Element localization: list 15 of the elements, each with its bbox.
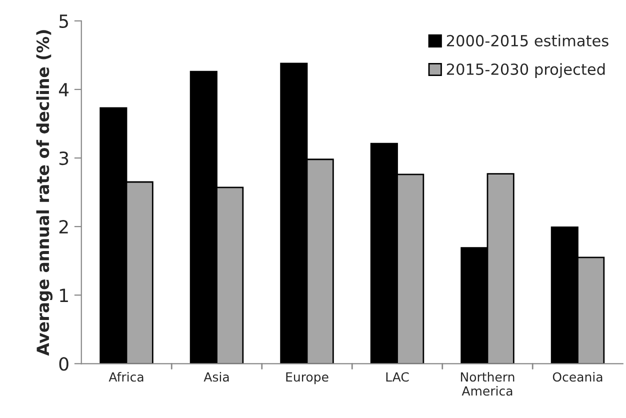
y-tick-label: 2 bbox=[59, 220, 68, 234]
y-tick-label: 0 bbox=[59, 357, 68, 371]
x-tick-label: Africa bbox=[108, 372, 144, 382]
y-tick-label: 5 bbox=[59, 14, 68, 28]
legend-label: 2000-2015 estimates bbox=[446, 34, 608, 46]
y-tick-label: 4 bbox=[58, 83, 69, 96]
x-tick-label: LAC bbox=[386, 372, 409, 382]
x-tick-label: Europe bbox=[286, 372, 328, 384]
y-axis-title: Average annual rate of decline (%) bbox=[36, 30, 53, 356]
y-tick-label: 1 bbox=[60, 288, 68, 302]
legend-label: 2015-2030 projected bbox=[446, 63, 605, 78]
x-tick-label: Northern America bbox=[460, 372, 514, 396]
x-tick-label: Asia bbox=[204, 372, 229, 382]
x-tick-label: Oceania bbox=[552, 372, 602, 382]
y-tick-label: 3 bbox=[59, 151, 68, 166]
